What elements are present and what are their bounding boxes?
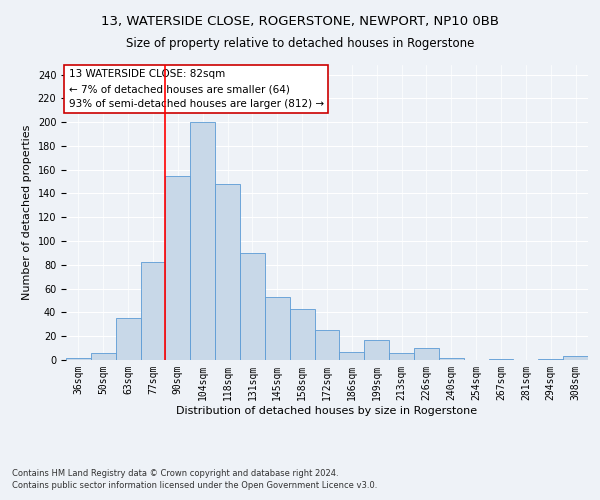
Bar: [389, 353, 414, 360]
Bar: [538, 359, 563, 360]
Bar: [190, 122, 215, 360]
Bar: [290, 309, 314, 360]
Text: Size of property relative to detached houses in Rogerstone: Size of property relative to detached ho…: [126, 38, 474, 51]
Bar: [140, 262, 166, 360]
Text: 13, WATERSIDE CLOSE, ROGERSTONE, NEWPORT, NP10 0BB: 13, WATERSIDE CLOSE, ROGERSTONE, NEWPORT…: [101, 15, 499, 28]
Y-axis label: Number of detached properties: Number of detached properties: [22, 125, 32, 300]
Bar: [116, 318, 140, 360]
Bar: [91, 353, 116, 360]
Bar: [364, 340, 389, 360]
Bar: [488, 359, 514, 360]
Text: Contains public sector information licensed under the Open Government Licence v3: Contains public sector information licen…: [12, 481, 377, 490]
X-axis label: Distribution of detached houses by size in Rogerstone: Distribution of detached houses by size …: [176, 406, 478, 415]
Bar: [314, 330, 340, 360]
Bar: [340, 352, 364, 360]
Bar: [240, 253, 265, 360]
Bar: [439, 358, 464, 360]
Bar: [265, 297, 290, 360]
Bar: [215, 184, 240, 360]
Bar: [166, 176, 190, 360]
Text: Contains HM Land Registry data © Crown copyright and database right 2024.: Contains HM Land Registry data © Crown c…: [12, 468, 338, 477]
Bar: [66, 358, 91, 360]
Bar: [563, 356, 588, 360]
Bar: [414, 348, 439, 360]
Text: 13 WATERSIDE CLOSE: 82sqm
← 7% of detached houses are smaller (64)
93% of semi-d: 13 WATERSIDE CLOSE: 82sqm ← 7% of detach…: [68, 70, 324, 109]
